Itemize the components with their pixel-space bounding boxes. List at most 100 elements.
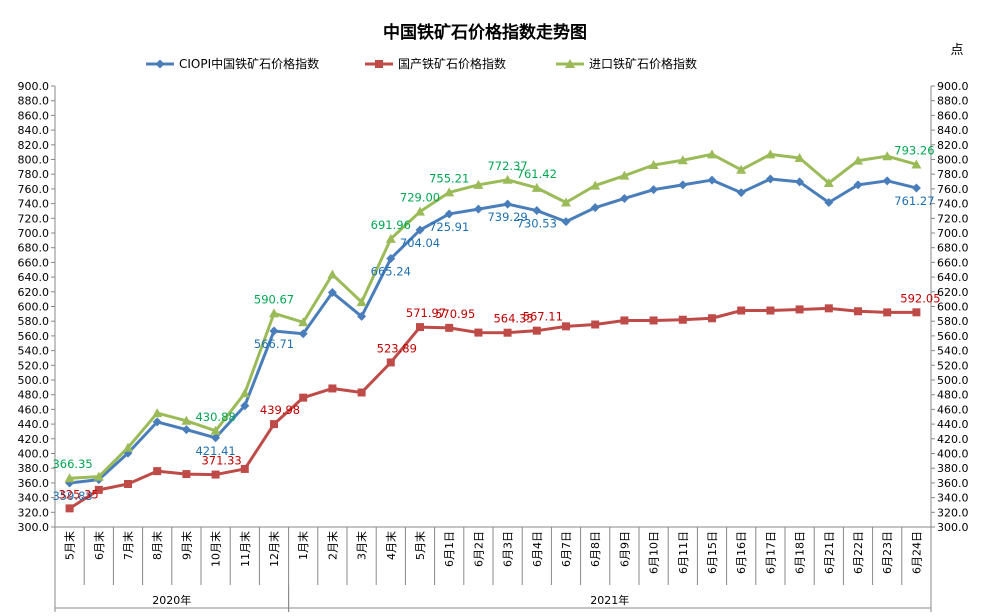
series-domestic-point (270, 420, 278, 429)
plot-area (64, 149, 922, 513)
y-tick-label-left: 560.0 (18, 330, 50, 343)
series-import-point (531, 182, 542, 192)
category-label: 6月1日 (443, 531, 456, 567)
category-label: 5月末 (413, 531, 427, 560)
series-import-point (823, 178, 834, 188)
y-tick-label-right: 900.0 (937, 80, 969, 93)
series-ciopi-line (69, 177, 917, 485)
series-ciopi-point (561, 217, 571, 227)
series-domestic-point (416, 323, 424, 332)
series-import-point (152, 408, 163, 418)
series-domestic-point (474, 328, 483, 337)
series-import-data-label: 772.37 (487, 159, 527, 173)
y-tick-label-left: 700.0 (18, 227, 50, 240)
y-tick-label-right: 460.0 (937, 403, 969, 416)
series-domestic-data-label: 571.97 (406, 306, 446, 320)
series-import-data-label: 761.42 (517, 167, 557, 181)
category-label: 6月11日 (677, 531, 690, 574)
series-import-point (93, 471, 104, 481)
y-tick-label-right: 840.0 (937, 124, 969, 137)
category-label: 6月17日 (764, 531, 777, 574)
y-tick-label-left: 620.0 (18, 286, 50, 299)
series-ciopi-point (736, 188, 746, 198)
series-domestic-point (94, 485, 103, 494)
category-label: 6月10日 (648, 531, 661, 574)
series-domestic-point (182, 470, 191, 479)
category-label: 1月末 (296, 531, 310, 560)
series-domestic-point (737, 306, 746, 315)
series-import-point (473, 179, 484, 189)
y-tick-label-right: 320.0 (937, 506, 969, 519)
category-label: 6月8日 (589, 531, 602, 567)
category-label: 9月末 (179, 531, 193, 560)
y-tick-label-right: 860.0 (937, 109, 969, 122)
series-import-point (911, 159, 922, 169)
y-tick-label-right: 540.0 (937, 345, 969, 358)
series-domestic-data-label: 371.33 (201, 454, 241, 468)
series-ciopi-point (911, 183, 921, 193)
y-tick-label-left: 640.0 (18, 271, 50, 284)
series-domestic-data-label: 570.95 (435, 307, 475, 321)
y-tick-label-left: 900.0 (18, 80, 50, 93)
series-domestic-point (824, 304, 833, 313)
series-import-point (648, 160, 659, 170)
y-tick-label-left: 720.0 (18, 212, 50, 225)
y-tick-label-left: 480.0 (18, 389, 50, 402)
series-domestic-data-label: 564.35 (493, 312, 533, 326)
category-label: 5月末 (63, 531, 77, 560)
series-import-point (181, 415, 192, 425)
series-import-point (385, 233, 396, 243)
series-ciopi-data-label: 725.91 (429, 220, 469, 234)
y-tick-label-right: 700.0 (937, 227, 969, 240)
series-ciopi-point (211, 433, 221, 443)
y-tick-label-right: 500.0 (937, 374, 969, 387)
series-domestic-point (240, 464, 249, 473)
y-tick-label-left: 380.0 (18, 462, 50, 475)
series-ciopi-point (619, 193, 629, 203)
category-label: 6月18日 (794, 531, 807, 574)
series-domestic-point (328, 384, 337, 393)
y-tick-label-right: 380.0 (937, 462, 969, 475)
category-label: 3月末 (355, 531, 369, 560)
y-tick-label-left: 760.0 (18, 183, 50, 196)
y-tick-label-left: 880.0 (18, 95, 50, 108)
series-ciopi-point (503, 199, 513, 209)
series-import-point (210, 425, 221, 435)
y-tick-label-left: 340.0 (18, 492, 50, 505)
series-import-point (677, 155, 688, 165)
series-ciopi-point (795, 177, 805, 187)
series-domestic-point (386, 358, 395, 367)
series-domestic-point (124, 480, 132, 489)
category-label: 11月末 (238, 531, 252, 567)
y-tick-label-right: 300.0 (937, 521, 969, 534)
data-labels: 359.83 421.41 566.71 665.24 704.04 725.91 739.… (52, 143, 940, 503)
series-import-point (853, 155, 863, 165)
series-ciopi-data-label: 704.04 (400, 236, 440, 250)
y-tick-label-right: 360.0 (937, 477, 969, 490)
series-domestic-point (766, 306, 775, 315)
y-tick-label-left: 740.0 (18, 198, 50, 211)
series-ciopi-data-label: 739.29 (487, 210, 527, 224)
series-domestic-data-label: 439.98 (260, 403, 300, 417)
y-tick-label-right: 720.0 (937, 212, 969, 225)
y-tick-label-right: 420.0 (937, 433, 969, 446)
series-domestic-point (153, 467, 162, 476)
series-import-point (298, 317, 309, 327)
series-domestic-point (532, 326, 541, 335)
series-domestic-point (211, 470, 220, 479)
category-label: 6月24日 (910, 531, 923, 574)
series-domestic-point (562, 322, 570, 331)
series-domestic-point (912, 308, 921, 317)
y-tick-label-left: 840.0 (18, 124, 50, 137)
y-tick-label-right: 780.0 (937, 168, 969, 181)
y-tick-label-right: 680.0 (937, 242, 969, 255)
series-domestic-point (299, 393, 308, 402)
category-label: 6月15日 (706, 531, 719, 574)
category-label: 6月7日 (560, 531, 573, 567)
y-tick-label-left: 800.0 (18, 154, 50, 167)
series-ciopi-point (298, 329, 308, 339)
series-import-point (327, 269, 338, 279)
series-domestic-point (795, 305, 804, 314)
